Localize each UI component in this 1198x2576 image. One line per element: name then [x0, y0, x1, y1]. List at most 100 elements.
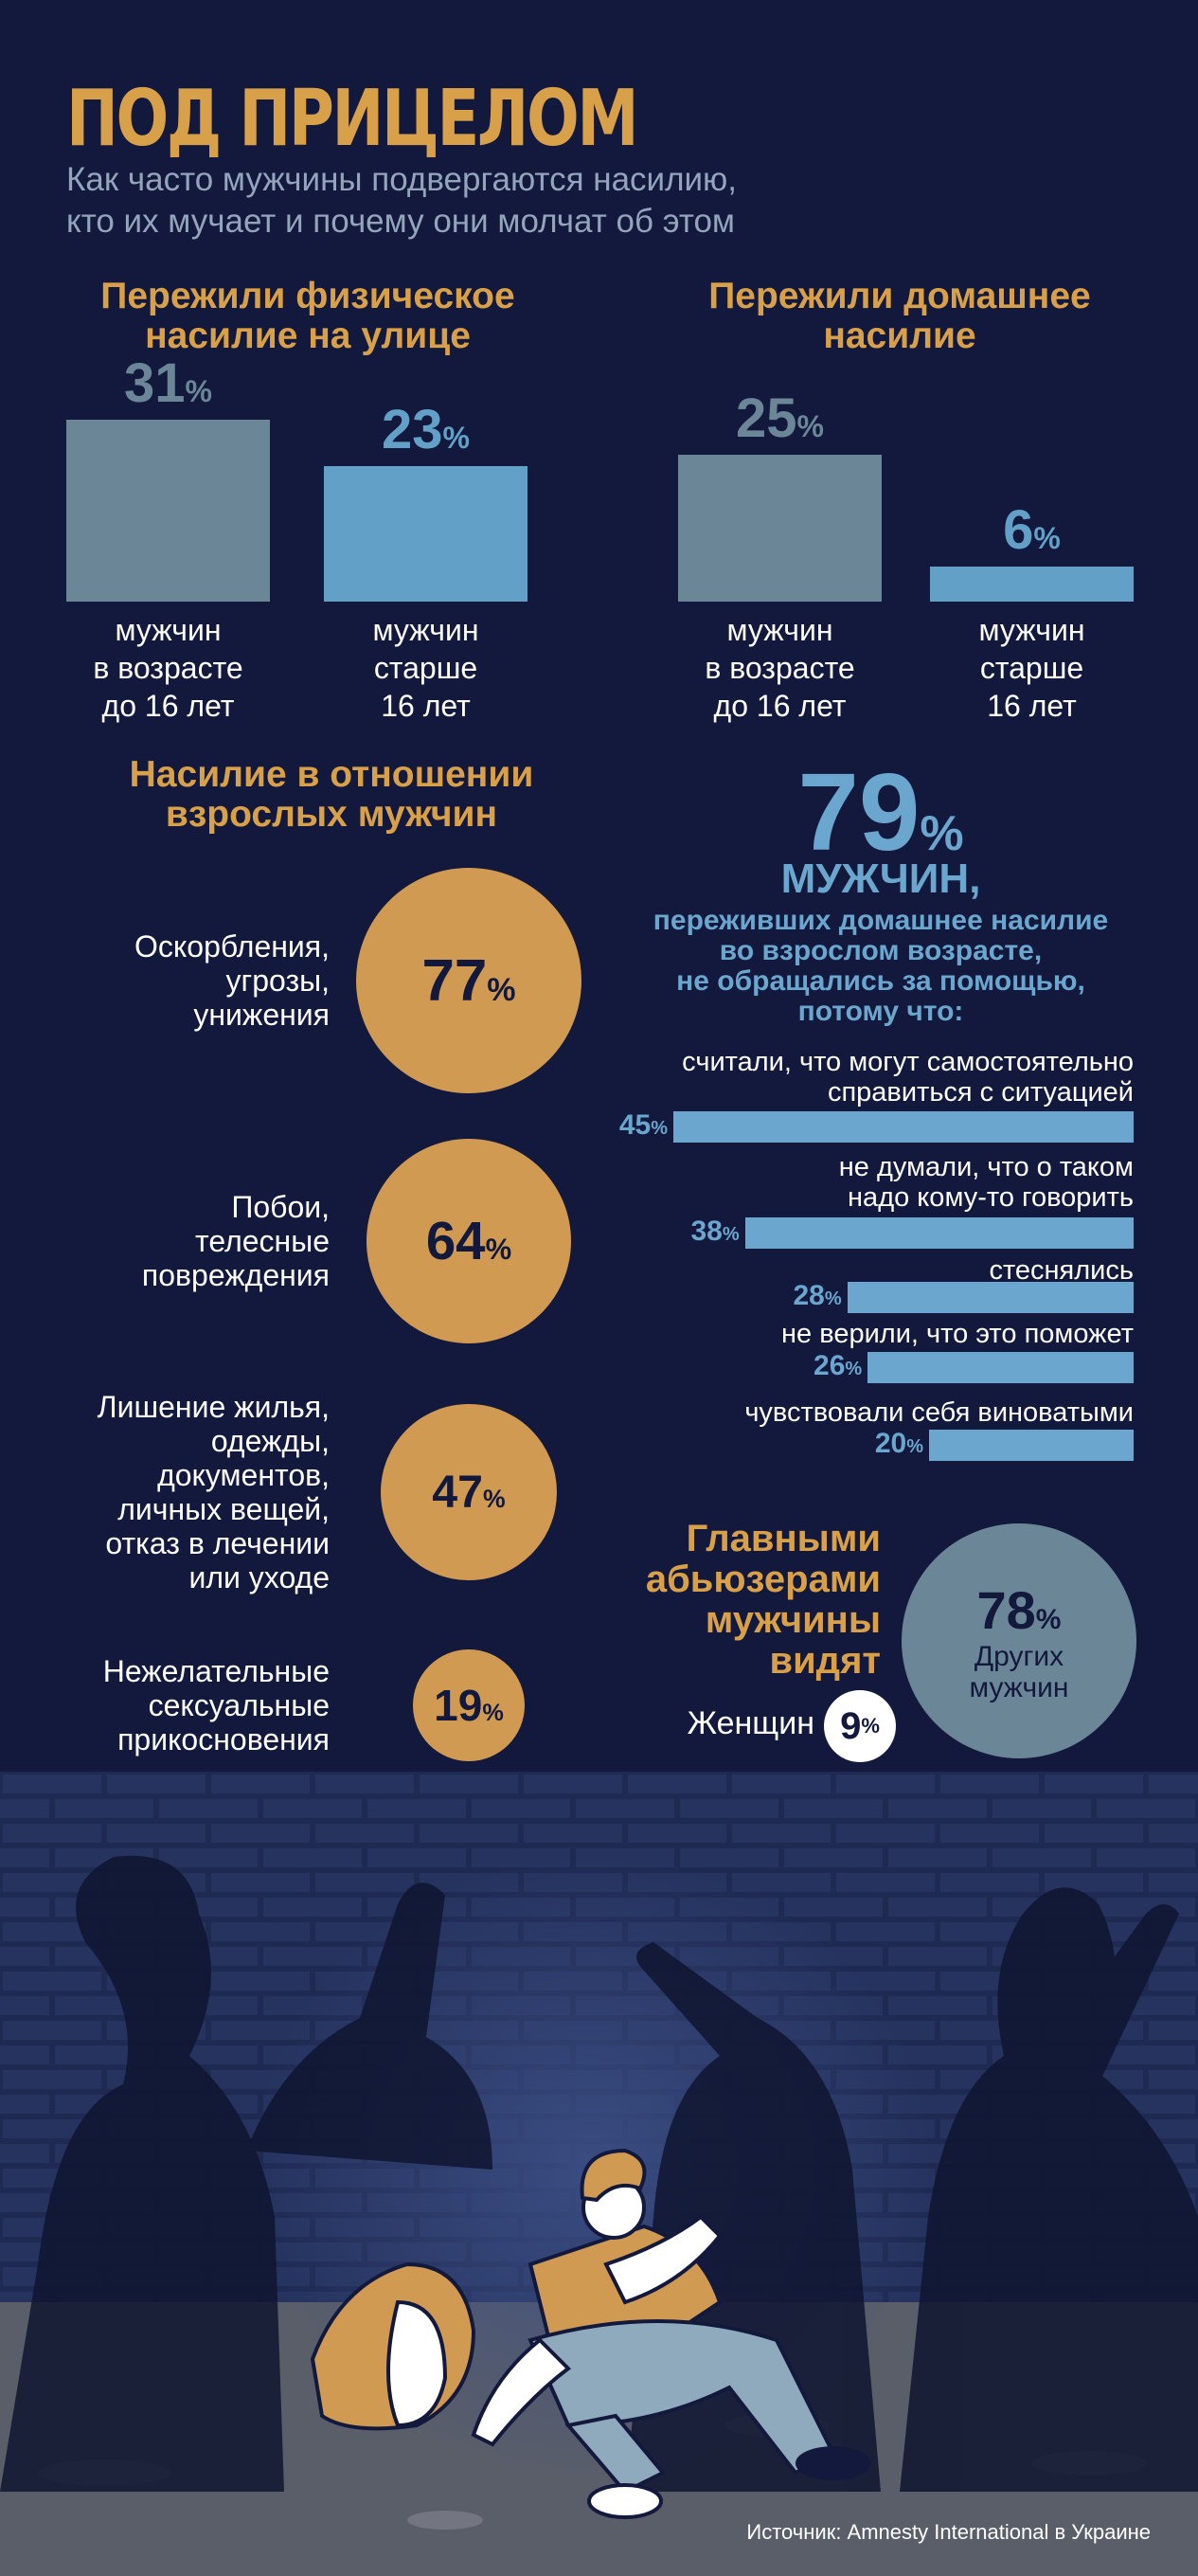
domestic-bar-category-label: мужчин в возрасте до 16 лет [678, 611, 882, 725]
women-bubble: 9% [824, 1690, 896, 1762]
adult-bubble: 19% [412, 1648, 526, 1762]
others-label: Других мужчин [969, 1640, 1069, 1703]
street-bar-category-line: 16 лет [381, 689, 471, 723]
street-bar-category-label: мужчин старше 16 лет [324, 611, 527, 725]
adult-bubble-label: 64% [426, 1210, 511, 1271]
adult-bubble: 64% [366, 1138, 572, 1344]
street-bar-percent-sign: % [185, 373, 212, 408]
adult-category-line: угрозы, [225, 964, 330, 998]
adult-category-label: Нежелательные сексуальные прикосновения [103, 1654, 330, 1756]
adult-category-line: Оскорбления, [134, 929, 330, 964]
illustration [0, 1772, 1198, 2576]
domestic-bar-category-line: до 16 лет [713, 689, 847, 723]
adult-category-line: документов, [157, 1458, 330, 1492]
reason-label: не думали, что о таком надо кому-то говор… [839, 1152, 1134, 1213]
adult-category-line: Нежелательные [102, 1654, 330, 1688]
adult-category-line: сексуальные [148, 1688, 330, 1722]
adult-bubble-value: 47 [432, 1466, 484, 1518]
reason-bar-value-label: 28% [793, 1280, 841, 1312]
adult-category-label: Оскорбления, угрозы, унижения [134, 929, 330, 1032]
street-bar-category-line: мужчин [115, 613, 222, 647]
reason-label-line: не верили, что это поможет [781, 1319, 1134, 1349]
street-bar-category-label: мужчин в возрасте до 16 лет [66, 611, 270, 725]
page-title: ПОД ПРИЦЕЛОМ [66, 74, 639, 164]
silence-men: МУЖЧИН, [780, 856, 981, 902]
reason-label: чувствовали себя виноватыми [744, 1397, 1134, 1428]
domestic-bar-category-line: в возрасте [705, 651, 855, 685]
source-note: Источник: Amnesty International в Украин… [746, 2520, 1151, 2544]
reason-bar-percent-sign: % [651, 1118, 668, 1139]
adult-category-line: Лишение жилья, [97, 1390, 330, 1424]
reason-bar-value-label: 38% [690, 1216, 739, 1248]
adult-category-label: Побои, телесные повреждения [142, 1190, 330, 1292]
adult-category-line: одежды, [210, 1424, 330, 1458]
adult-category-line: личных вещей, [117, 1492, 330, 1526]
street-bar-value: 31 [124, 351, 186, 414]
street-bar-value: 23 [382, 399, 443, 461]
street-bar-category-line: старше [373, 651, 478, 685]
reason-label-line: надо кому-то говорить [848, 1182, 1134, 1213]
adult-bubble-value: 64 [425, 1211, 486, 1271]
reason-bar [847, 1282, 1134, 1313]
adult-category-line: Побои, [231, 1190, 330, 1224]
shadow-figures [0, 1855, 1198, 2492]
reason-bar-value: 45 [618, 1109, 652, 1141]
adult-category-label: Лишение жилья, одежды, документов, личных в… [98, 1390, 330, 1594]
reason-bar-percent-sign: % [845, 1359, 863, 1379]
adult-bubble-percent-sign: % [483, 1484, 506, 1513]
reason-bar [867, 1352, 1134, 1383]
domestic-heading: Пережили домашнее насилие [708, 276, 1091, 356]
reason-bar-value: 20 [874, 1428, 907, 1459]
street-bar-percent-sign: % [442, 421, 470, 456]
silence-description: переживших домашнее насилие во взрослом … [653, 905, 1109, 1027]
silence-big-unit: % [920, 806, 964, 861]
domestic-bar-value: 25 [736, 387, 797, 449]
silence-big-value: 79 [797, 750, 921, 874]
adult-bubble-percent-sign: % [482, 1699, 504, 1726]
reason-bar-value: 28 [793, 1280, 825, 1311]
street-heading: Пережили физическое насилие на улице [100, 276, 515, 356]
adult-bubble-percent-sign: % [487, 971, 516, 1008]
reason-bar [929, 1430, 1134, 1461]
adult-category-line: повреждения [141, 1258, 330, 1292]
reason-label-line: стеснялись [989, 1255, 1134, 1286]
domestic-bar [678, 455, 882, 602]
domestic-bar-category-line: 16 лет [987, 689, 1077, 723]
adult-category-line: или уходе [188, 1560, 330, 1594]
backpack-icon [310, 2261, 476, 2431]
adult-category-line: прикосновения [117, 1722, 330, 1756]
domestic-bar-category-line: старше [979, 651, 1084, 685]
reason-bar-value-label: 26% [814, 1350, 862, 1382]
adult-bubble: 47% [381, 1404, 557, 1580]
street-bar-category-line: до 16 лет [101, 689, 235, 723]
street-bar-value-label: 31% [66, 351, 270, 415]
women-value: 9 [840, 1704, 862, 1747]
domestic-bar-value-label: 25% [678, 387, 882, 450]
reason-label: не верили, что это поможет [781, 1319, 1134, 1349]
others-value: 78 [976, 1579, 1036, 1640]
reason-bar [673, 1111, 1134, 1143]
adult-bubble-label: 19% [434, 1680, 504, 1731]
women-label: Женщин [687, 1705, 814, 1741]
reason-bar-percent-sign: % [824, 1288, 842, 1309]
reason-label: стеснялись [989, 1255, 1134, 1286]
domestic-bar-category-label: мужчин старше 16 лет [930, 611, 1134, 725]
reason-label-line: чувствовали себя виноватыми [744, 1397, 1134, 1428]
adult-category-line: унижения [193, 998, 330, 1032]
domestic-bar-percent-sign: % [796, 409, 824, 443]
adult-heading: Насилие в отношении взрослых мужчин [129, 754, 534, 835]
domestic-bar-value: 6 [1003, 498, 1034, 561]
reason-bar-value: 38 [690, 1216, 723, 1247]
street-bar [66, 419, 270, 602]
reason-label: считали, что могут самостоятельно справит… [682, 1047, 1134, 1108]
reason-label-line: считали, что могут самостоятельно [682, 1047, 1134, 1077]
adult-category-line: телесные [195, 1224, 330, 1258]
adult-bubble-percent-sign: % [485, 1233, 512, 1267]
street-bar-category-line: мужчин [372, 613, 479, 647]
domestic-bar-value-label: 6% [930, 498, 1134, 562]
reason-bar-value: 26 [814, 1350, 846, 1381]
reason-bar-value-label: 45% [619, 1109, 668, 1142]
sitting-man-icon [471, 2148, 871, 2519]
others-bubble: 78% Других мужчин [902, 1523, 1136, 1758]
domestic-bar-percent-sign: % [1033, 520, 1061, 555]
